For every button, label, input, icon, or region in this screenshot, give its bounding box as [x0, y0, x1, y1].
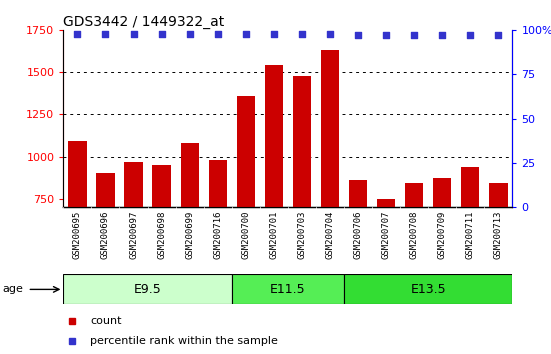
Bar [293, 76, 311, 325]
Text: GSM200708: GSM200708 [410, 210, 419, 259]
Text: E9.5: E9.5 [134, 283, 161, 296]
Point [73, 31, 82, 36]
Bar [377, 199, 395, 325]
Bar [181, 143, 199, 325]
Point [438, 33, 447, 38]
Point [213, 31, 222, 36]
Point [241, 31, 250, 36]
Bar [232, 274, 344, 304]
Text: GSM200700: GSM200700 [241, 210, 250, 259]
Point [129, 31, 138, 36]
Text: GSM200696: GSM200696 [101, 210, 110, 259]
Bar [489, 183, 507, 325]
Point [494, 33, 503, 38]
Point [326, 31, 334, 36]
Text: percentile rank within the sample: percentile rank within the sample [90, 336, 278, 346]
Text: count: count [90, 316, 122, 326]
Text: GSM200711: GSM200711 [466, 210, 475, 259]
Text: E11.5: E11.5 [270, 283, 306, 296]
Bar [209, 160, 227, 325]
Point [410, 33, 419, 38]
Bar [349, 180, 367, 325]
Bar [433, 178, 451, 325]
Text: GSM200713: GSM200713 [494, 210, 503, 259]
Text: E13.5: E13.5 [410, 283, 446, 296]
Point [269, 31, 278, 36]
Text: GSM200698: GSM200698 [157, 210, 166, 259]
Bar [461, 167, 479, 325]
Bar [237, 96, 255, 325]
Bar [63, 274, 232, 304]
Point [354, 33, 363, 38]
Point [298, 31, 306, 36]
Point [157, 31, 166, 36]
Bar [344, 274, 512, 304]
Text: GSM200707: GSM200707 [382, 210, 391, 259]
Bar [153, 165, 171, 325]
Point [466, 33, 475, 38]
Text: GSM200697: GSM200697 [129, 210, 138, 259]
Text: GSM200704: GSM200704 [326, 210, 334, 259]
Bar [321, 50, 339, 325]
Point [185, 31, 194, 36]
Point [101, 31, 110, 36]
Text: GSM200699: GSM200699 [185, 210, 194, 259]
Bar [125, 161, 143, 325]
Text: age: age [3, 284, 24, 295]
Text: GSM200703: GSM200703 [298, 210, 306, 259]
Text: GSM200701: GSM200701 [269, 210, 278, 259]
Point [382, 33, 391, 38]
Bar [264, 65, 283, 325]
Bar [405, 183, 423, 325]
Bar [68, 141, 87, 325]
Text: GSM200716: GSM200716 [213, 210, 222, 259]
Bar [96, 173, 115, 325]
Text: GSM200709: GSM200709 [437, 210, 447, 259]
Text: GDS3442 / 1449322_at: GDS3442 / 1449322_at [63, 15, 225, 29]
Text: GSM200695: GSM200695 [73, 210, 82, 259]
Text: GSM200706: GSM200706 [354, 210, 363, 259]
